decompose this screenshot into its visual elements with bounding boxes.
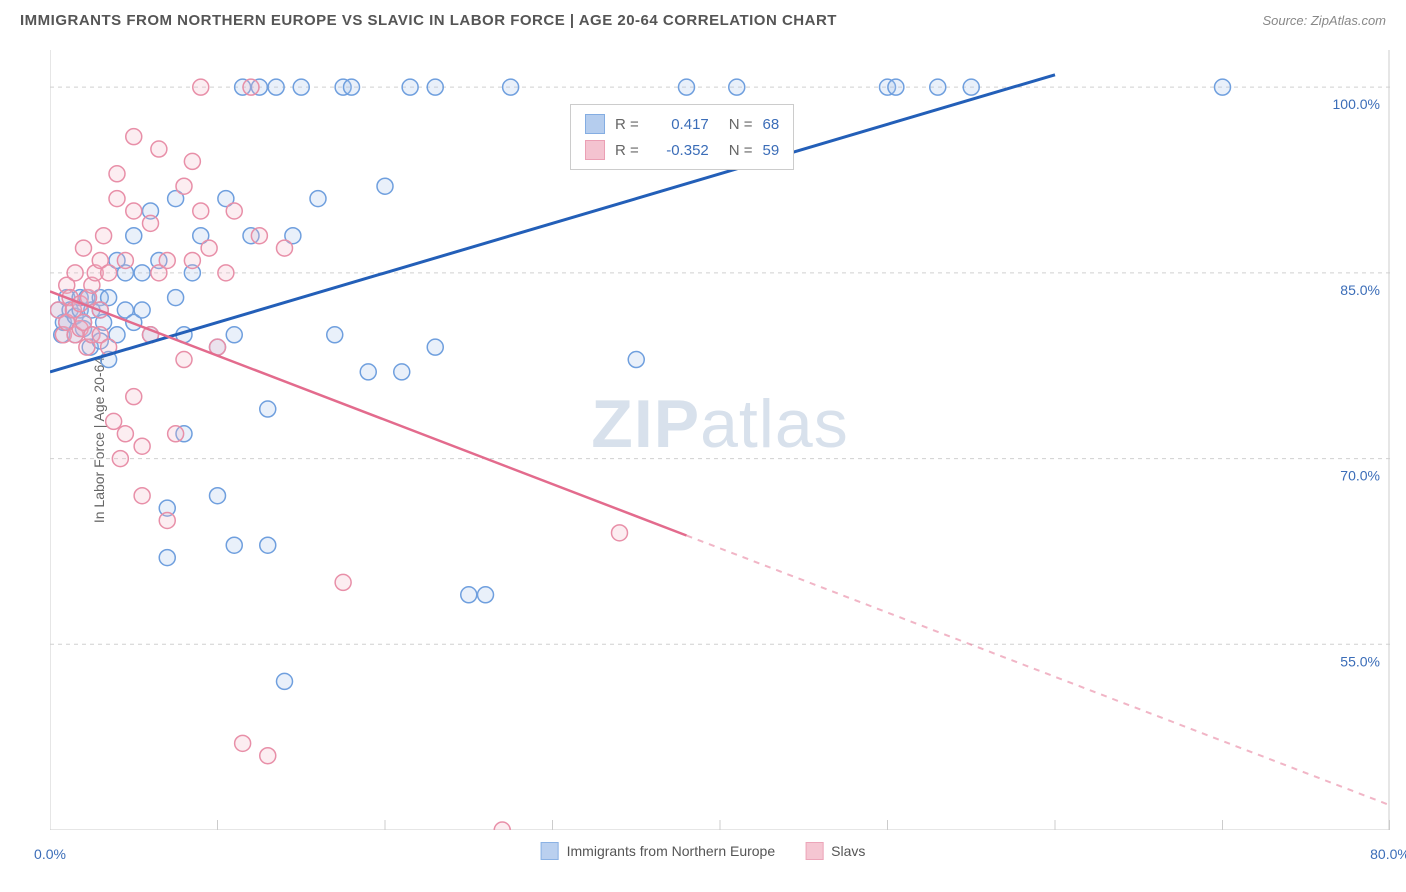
header: IMMIGRANTS FROM NORTHERN EUROPE VS SLAVI…: [0, 0, 1406, 37]
x-tick-label: 0.0%: [34, 846, 66, 862]
source-label: Source: ZipAtlas.com: [1262, 13, 1386, 28]
legend-swatch: [805, 842, 823, 860]
stats-n-value: 68: [763, 116, 780, 133]
legend-label: Slavs: [831, 843, 865, 859]
svg-text:85.0%: 85.0%: [1340, 282, 1380, 298]
stats-r-label: R =: [615, 142, 639, 159]
chart-area: In Labor Force | Age 20-64 55.0%70.0%85.…: [50, 50, 1390, 830]
svg-text:70.0%: 70.0%: [1340, 468, 1380, 484]
stats-r-value: 0.417: [649, 116, 709, 133]
legend-item: Immigrants from Northern Europe: [541, 842, 776, 860]
svg-text:100.0%: 100.0%: [1333, 96, 1380, 112]
stats-box: R = 0.417 N = 68 R = -0.352 N = 59: [570, 104, 794, 170]
stats-n-label: N =: [729, 142, 753, 159]
legend-swatch: [541, 842, 559, 860]
stats-r-label: R =: [615, 116, 639, 133]
stats-n-value: 59: [763, 142, 780, 159]
stats-row: R = 0.417 N = 68: [585, 111, 779, 137]
legend-item: Slavs: [805, 842, 865, 860]
stats-n-label: N =: [729, 116, 753, 133]
stats-row: R = -0.352 N = 59: [585, 137, 779, 163]
legend-label: Immigrants from Northern Europe: [567, 843, 776, 859]
svg-text:55.0%: 55.0%: [1340, 653, 1380, 669]
page-title: IMMIGRANTS FROM NORTHERN EUROPE VS SLAVI…: [20, 12, 837, 29]
x-tick-label: 80.0%: [1370, 846, 1406, 862]
legend: Immigrants from Northern Europe Slavs: [541, 842, 866, 860]
stats-r-value: -0.352: [649, 142, 709, 159]
stats-swatch: [585, 140, 605, 160]
stats-swatch: [585, 114, 605, 134]
